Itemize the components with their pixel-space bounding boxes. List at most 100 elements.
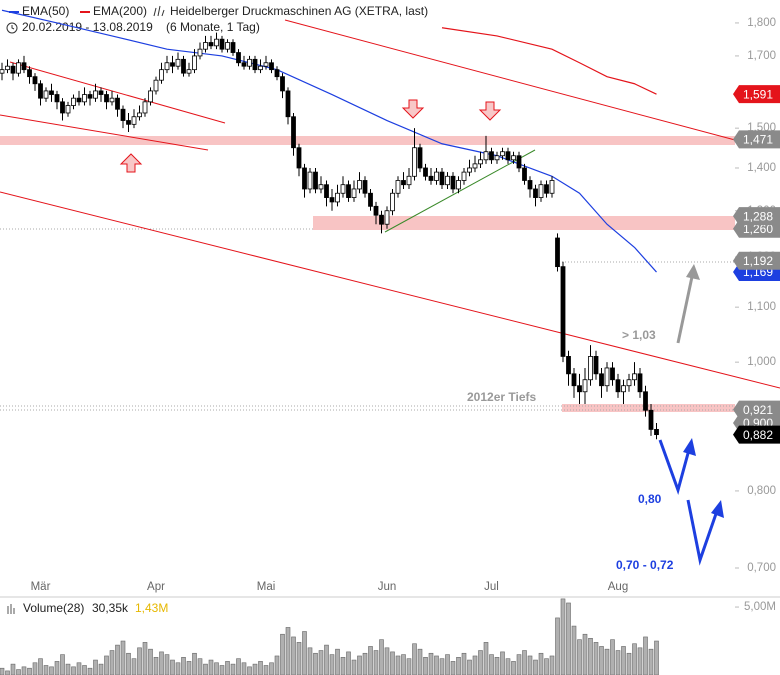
resistance-zone bbox=[0, 136, 735, 145]
candle-body bbox=[340, 184, 346, 194]
candle-body bbox=[417, 147, 423, 169]
support-zone bbox=[313, 216, 735, 230]
legend-entry: EMA(50) bbox=[22, 4, 69, 18]
candle-body bbox=[379, 214, 384, 225]
candle-body bbox=[76, 97, 82, 103]
volume-bar bbox=[373, 650, 379, 675]
candle-body bbox=[313, 171, 318, 190]
volume-bar bbox=[571, 625, 577, 675]
candle-body bbox=[0, 69, 5, 74]
volume-bar bbox=[214, 662, 219, 675]
candle-body bbox=[175, 58, 181, 67]
candle-body bbox=[170, 62, 175, 67]
trend-line bbox=[9, 61, 226, 124]
volume-bar bbox=[577, 639, 582, 675]
candle-body bbox=[280, 76, 285, 92]
ema-line bbox=[1, 9, 657, 273]
date-range: 20.02.2019 - 13.08.2019 bbox=[22, 20, 153, 34]
volume-bar bbox=[313, 652, 318, 675]
candle-body bbox=[500, 151, 505, 157]
volume-bar bbox=[10, 663, 16, 675]
y-tick-label: 0,700 bbox=[747, 562, 776, 574]
candle-body bbox=[148, 90, 153, 103]
blue-arrowhead bbox=[711, 500, 724, 518]
volume-bar bbox=[615, 650, 621, 675]
candle-body bbox=[522, 167, 527, 181]
candle-body bbox=[120, 108, 126, 121]
candle-body bbox=[560, 266, 566, 357]
volume-bar bbox=[621, 646, 626, 675]
y-tick-label: 1,800 bbox=[747, 17, 776, 29]
x-tick-label: Aug bbox=[608, 581, 628, 593]
price-label-box bbox=[733, 425, 780, 444]
candle-body bbox=[274, 69, 280, 78]
volume-bar bbox=[401, 654, 406, 675]
candle-body bbox=[582, 379, 588, 393]
volume-bar bbox=[153, 657, 159, 675]
candle-body bbox=[247, 58, 252, 67]
candle-body bbox=[549, 180, 555, 194]
candle-body bbox=[472, 163, 478, 169]
candle-body bbox=[126, 120, 131, 125]
volume-bar bbox=[120, 640, 126, 675]
volume-bar bbox=[461, 652, 467, 675]
candle-body bbox=[164, 62, 170, 71]
volume-bar bbox=[54, 661, 60, 675]
candle-body bbox=[335, 192, 340, 203]
volume-bar bbox=[65, 663, 71, 675]
candle-body bbox=[219, 38, 225, 50]
price-label: 0,882 bbox=[743, 428, 773, 442]
candle-body bbox=[71, 97, 76, 106]
volume-bar bbox=[544, 658, 549, 675]
volume-bar bbox=[604, 648, 610, 675]
candle-body bbox=[131, 116, 137, 125]
candle-body bbox=[643, 391, 648, 411]
candle-body bbox=[648, 409, 654, 430]
candle-body bbox=[60, 101, 65, 114]
candle-body bbox=[615, 379, 621, 393]
volume-bar bbox=[500, 651, 505, 675]
period: (6 Monate, 1 Tag) bbox=[166, 20, 260, 34]
volume-last: 1,43M bbox=[135, 601, 168, 615]
volume-bar bbox=[555, 617, 560, 675]
volume-bar bbox=[16, 669, 21, 675]
price-label: 1,471 bbox=[743, 133, 773, 147]
volume-bar bbox=[406, 658, 412, 675]
candle-body bbox=[159, 69, 164, 81]
candle-body bbox=[93, 90, 98, 99]
candle-body bbox=[181, 58, 186, 74]
volume-bar bbox=[467, 659, 472, 675]
candle-body bbox=[109, 97, 115, 103]
candle-body bbox=[555, 237, 560, 268]
clock-hands bbox=[11, 25, 15, 30]
candle-body bbox=[329, 197, 335, 203]
volume-bar bbox=[302, 631, 307, 675]
candle-body bbox=[5, 65, 10, 71]
volume-bar bbox=[296, 642, 302, 675]
candle-body bbox=[395, 180, 401, 194]
candle-body bbox=[214, 38, 219, 47]
y-tick-label: 1,400 bbox=[747, 162, 776, 174]
candle-body bbox=[208, 42, 214, 47]
volume-bar bbox=[412, 643, 417, 675]
volume-bar bbox=[417, 648, 423, 675]
volume-bar bbox=[472, 655, 478, 675]
x-tick-label: Jun bbox=[378, 581, 397, 593]
volume-bar bbox=[511, 661, 516, 675]
candle-body bbox=[186, 69, 192, 74]
price-label-box bbox=[733, 251, 780, 270]
annotation: > 1,03 bbox=[622, 328, 656, 342]
clock-icon bbox=[6, 22, 18, 34]
candle-body bbox=[467, 167, 472, 173]
blue-arrow bbox=[686, 499, 720, 566]
candle-body bbox=[461, 171, 467, 181]
volume-bar bbox=[186, 661, 192, 675]
volume-bar bbox=[560, 598, 566, 675]
volume-bar bbox=[274, 655, 280, 675]
candle-body bbox=[241, 62, 247, 67]
candle-body bbox=[571, 373, 577, 387]
volume-bar bbox=[351, 659, 357, 675]
candle-body bbox=[54, 94, 60, 103]
volume-bar bbox=[164, 654, 170, 675]
